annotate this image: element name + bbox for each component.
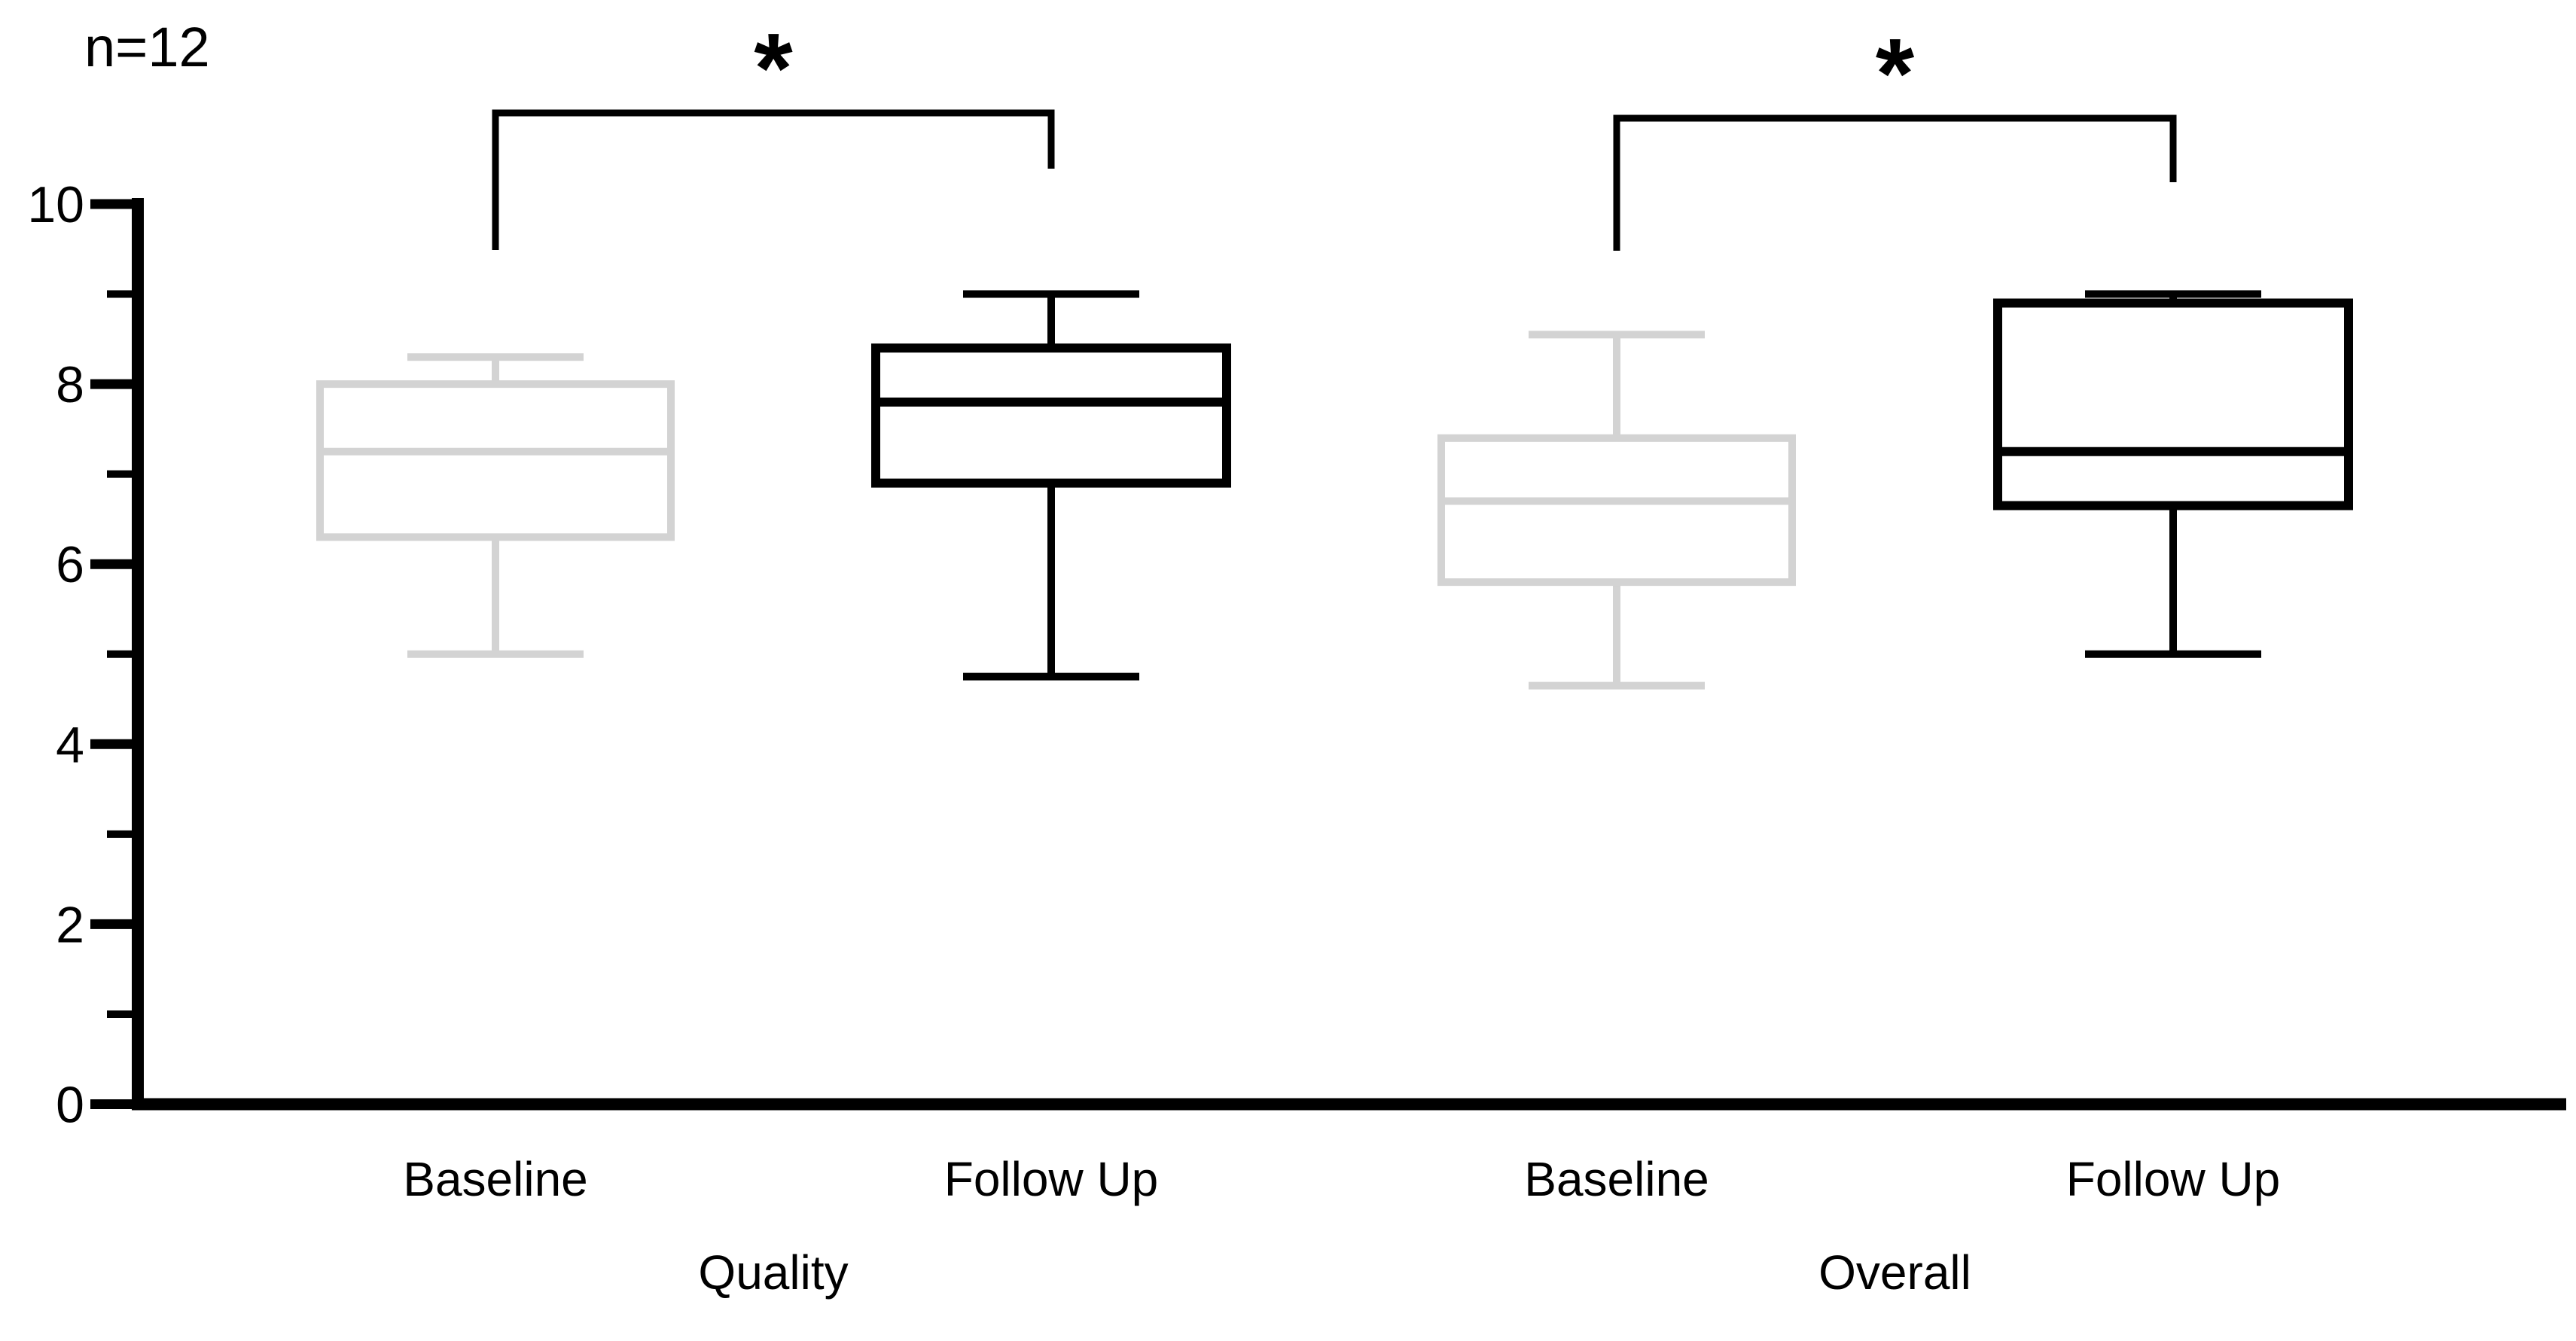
sig-bracket-overall: [1613, 114, 2177, 251]
box-quality-baseline: [316, 353, 675, 658]
sample-size-label: n=12: [84, 16, 210, 78]
box-overall-baseline: [1437, 331, 1796, 690]
axes: 0 2 4 6 8 10: [27, 176, 2566, 1134]
sig-star-overall: *: [1876, 18, 1915, 129]
xtick-label-quality-follow-up: Follow Up: [944, 1152, 1159, 1206]
group-label-overall: Overall: [1818, 1245, 1971, 1300]
significance-brackets: * *: [492, 13, 2177, 251]
boxplots: [316, 290, 2353, 690]
box-overall-follow-up: [1993, 290, 2353, 658]
box-quality-follow-up-iqr-box: [871, 343, 1231, 488]
ytick-label-0: 0: [56, 1077, 84, 1134]
box-overall-baseline-iqr-box: [1437, 434, 1796, 587]
box-overall-follow-up-iqr-box: [1993, 298, 2353, 510]
ytick-label-4: 4: [56, 716, 84, 773]
group-label-quality: Quality: [698, 1245, 848, 1300]
xtick-label-overall-baseline: Baseline: [1524, 1152, 1709, 1206]
xtick-label-quality-baseline: Baseline: [403, 1152, 588, 1206]
box-quality-follow-up: [871, 290, 1231, 681]
ytick-label-8: 8: [56, 356, 84, 413]
sig-star-quality: *: [754, 13, 793, 123]
sig-bracket-quality: [492, 109, 1055, 250]
ytick-label-2: 2: [56, 896, 84, 953]
box-quality-baseline-iqr-box: [316, 380, 675, 541]
x-axis-labels: Baseline Follow Up Baseline Follow Up Qualit…: [403, 1152, 2280, 1300]
ytick-label-10: 10: [27, 176, 84, 233]
xtick-label-overall-follow-up: Follow Up: [2066, 1152, 2281, 1206]
ytick-label-6: 6: [56, 536, 84, 593]
